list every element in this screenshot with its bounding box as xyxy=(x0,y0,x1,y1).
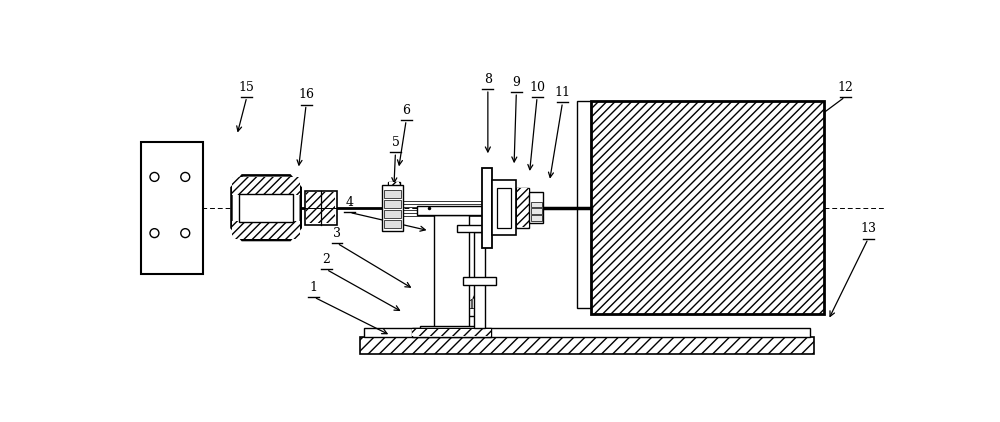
Bar xyxy=(232,177,300,195)
Bar xyxy=(306,192,321,223)
Text: 9: 9 xyxy=(512,76,520,89)
Bar xyxy=(529,192,543,223)
Text: 14: 14 xyxy=(468,300,484,312)
Bar xyxy=(232,221,300,238)
Bar xyxy=(141,141,203,274)
Bar xyxy=(591,101,824,314)
Bar xyxy=(389,182,399,194)
Text: 8: 8 xyxy=(484,73,492,86)
Bar xyxy=(382,184,403,231)
Bar xyxy=(577,101,591,308)
Bar xyxy=(305,191,337,225)
Bar xyxy=(492,180,516,235)
Bar xyxy=(417,206,486,215)
Text: 1: 1 xyxy=(310,281,318,294)
Bar xyxy=(531,202,542,207)
Bar xyxy=(364,328,810,337)
Bar xyxy=(384,220,401,228)
Text: 4: 4 xyxy=(345,196,353,209)
Bar xyxy=(434,215,469,328)
Polygon shape xyxy=(231,176,301,240)
Bar xyxy=(482,168,492,248)
Text: 15: 15 xyxy=(239,81,255,94)
Bar xyxy=(322,192,335,223)
Bar xyxy=(384,210,401,218)
Bar xyxy=(517,208,529,227)
Bar xyxy=(239,194,293,222)
Text: 5: 5 xyxy=(392,136,399,149)
Bar xyxy=(517,189,529,208)
Bar xyxy=(531,208,542,214)
Text: 11: 11 xyxy=(555,86,571,99)
Text: 16: 16 xyxy=(298,89,314,101)
Bar xyxy=(389,194,399,206)
Polygon shape xyxy=(231,176,301,240)
Bar xyxy=(388,181,400,206)
Bar xyxy=(412,329,491,336)
Bar xyxy=(412,328,491,337)
Bar xyxy=(384,200,401,208)
Text: 10: 10 xyxy=(529,81,545,94)
Text: 3: 3 xyxy=(333,227,341,240)
Text: 13: 13 xyxy=(860,222,876,235)
Bar xyxy=(497,188,511,228)
Bar xyxy=(420,326,483,335)
Text: 12: 12 xyxy=(837,81,853,94)
Bar xyxy=(360,337,814,354)
Text: 6: 6 xyxy=(402,104,410,117)
Bar xyxy=(474,233,485,328)
Bar xyxy=(457,225,502,233)
Bar xyxy=(463,277,496,285)
Bar xyxy=(516,188,529,228)
Text: 2: 2 xyxy=(322,253,330,266)
Bar xyxy=(531,215,542,221)
Bar xyxy=(384,190,401,198)
